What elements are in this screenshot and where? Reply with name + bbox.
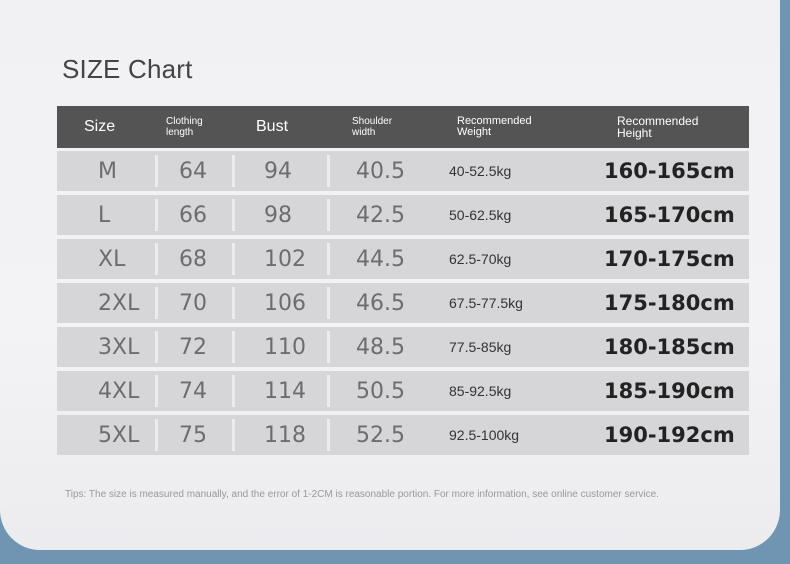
column-divider (232, 419, 235, 451)
column-divider (327, 155, 330, 187)
column-divider (155, 243, 158, 275)
cell-clothing-length: 66 (179, 202, 207, 228)
table-row: 4XL 74 114 50.5 85-92.5kg 185-190cm (57, 371, 749, 411)
cell-shoulder-width: 40.5 (356, 158, 405, 184)
cell-recommended-weight: 62.5-70kg (449, 251, 512, 267)
cell-bust: 98 (264, 202, 292, 228)
cell-size: L (98, 202, 111, 228)
header-clothing-length: Clothing length (166, 106, 203, 148)
column-divider (155, 155, 158, 187)
column-divider (232, 287, 235, 319)
header-shoulder-width: Shoulder width (352, 106, 392, 148)
table-row: XL 68 102 44.5 62.5-70kg 170-175cm (57, 239, 749, 279)
cell-shoulder-width: 50.5 (356, 378, 405, 404)
size-chart-card: SIZE Chart Size Clothing length Bust Shou… (0, 0, 780, 550)
cell-bust: 118 (264, 422, 306, 448)
cell-recommended-weight: 40-52.5kg (449, 163, 512, 179)
header-recommended-height: Recommended Height (617, 106, 698, 148)
cell-size: 3XL (98, 334, 140, 360)
cell-recommended-height: 170-175cm (604, 247, 735, 271)
cell-bust: 114 (264, 378, 306, 404)
table-row: 3XL 72 110 48.5 77.5-85kg 180-185cm (57, 327, 749, 367)
cell-recommended-weight: 85-92.5kg (449, 383, 512, 399)
column-divider (327, 419, 330, 451)
cell-shoulder-width: 42.5 (356, 202, 405, 228)
column-divider (155, 419, 158, 451)
cell-size: 2XL (98, 290, 140, 316)
column-divider (232, 155, 235, 187)
cell-bust: 106 (264, 290, 306, 316)
header-shoulder-line2: width (352, 127, 376, 138)
header-recommended-weight: Recommended Weight (457, 106, 532, 148)
column-divider (232, 331, 235, 363)
cell-recommended-height: 190-192cm (604, 423, 735, 447)
table-row: L 66 98 42.5 50-62.5kg 165-170cm (57, 195, 749, 235)
cell-recommended-weight: 50-62.5kg (449, 207, 512, 223)
cell-shoulder-width: 52.5 (356, 422, 405, 448)
cell-clothing-length: 68 (179, 246, 207, 272)
header-bust: Bust (256, 118, 289, 135)
table-row: 2XL 70 106 46.5 67.5-77.5kg 175-180cm (57, 283, 749, 323)
cell-clothing-length: 72 (179, 334, 207, 360)
cell-clothing-length: 64 (179, 158, 207, 184)
cell-recommended-height: 160-165cm (604, 159, 735, 183)
cell-size: 4XL (98, 378, 140, 404)
cell-size: XL (98, 246, 126, 272)
cell-shoulder-width: 48.5 (356, 334, 405, 360)
cell-clothing-length: 70 (179, 290, 207, 316)
header-size: Size (84, 118, 116, 135)
cell-recommended-height: 175-180cm (604, 291, 735, 315)
column-divider (232, 375, 235, 407)
column-divider (155, 331, 158, 363)
cell-recommended-weight: 92.5-100kg (449, 427, 520, 443)
page-title: SIZE Chart (62, 54, 193, 84)
cell-clothing-length: 74 (179, 378, 207, 404)
cell-recommended-height: 185-190cm (604, 379, 735, 403)
table-header: Size Clothing length Bust Shoulder width R… (57, 106, 749, 148)
header-clothing-length-line1: Clothing (166, 116, 203, 127)
column-divider (327, 199, 330, 231)
table-row: 5XL 75 118 52.5 92.5-100kg 190-192cm (57, 415, 749, 455)
column-divider (155, 287, 158, 319)
table-row: M 64 94 40.5 40-52.5kg 160-165cm (57, 151, 749, 191)
table-body: M 64 94 40.5 40-52.5kg 160-165cm L 66 98… (57, 151, 749, 455)
column-divider (155, 375, 158, 407)
cell-recommended-weight: 67.5-77.5kg (449, 295, 523, 311)
cell-recommended-weight: 77.5-85kg (449, 339, 512, 355)
column-divider (327, 243, 330, 275)
cell-shoulder-width: 46.5 (356, 290, 405, 316)
column-divider (327, 331, 330, 363)
column-divider (155, 199, 158, 231)
column-divider (232, 243, 235, 275)
cell-clothing-length: 75 (179, 422, 207, 448)
column-divider (327, 287, 330, 319)
column-divider (327, 375, 330, 407)
cell-bust: 94 (264, 158, 292, 184)
header-weight-line2: Weight (457, 126, 492, 138)
cell-size: M (98, 158, 117, 184)
cell-bust: 102 (264, 246, 306, 272)
cell-recommended-height: 165-170cm (604, 203, 735, 227)
header-clothing-length-line2: length (166, 127, 194, 138)
cell-bust: 110 (264, 334, 306, 360)
header-height-line1: Recommended (617, 114, 699, 128)
column-divider (232, 199, 235, 231)
header-shoulder-line1: Shoulder (352, 116, 393, 127)
header-height-line2: Height (617, 126, 652, 140)
cell-shoulder-width: 44.5 (356, 246, 405, 272)
cell-size: 5XL (98, 422, 140, 448)
size-table: Size Clothing length Bust Shoulder width R… (57, 106, 749, 455)
cell-recommended-height: 180-185cm (604, 335, 735, 359)
header-weight-line1: Recommended (457, 115, 532, 127)
tips-note: Tips: The size is measured manually, and… (65, 489, 659, 500)
